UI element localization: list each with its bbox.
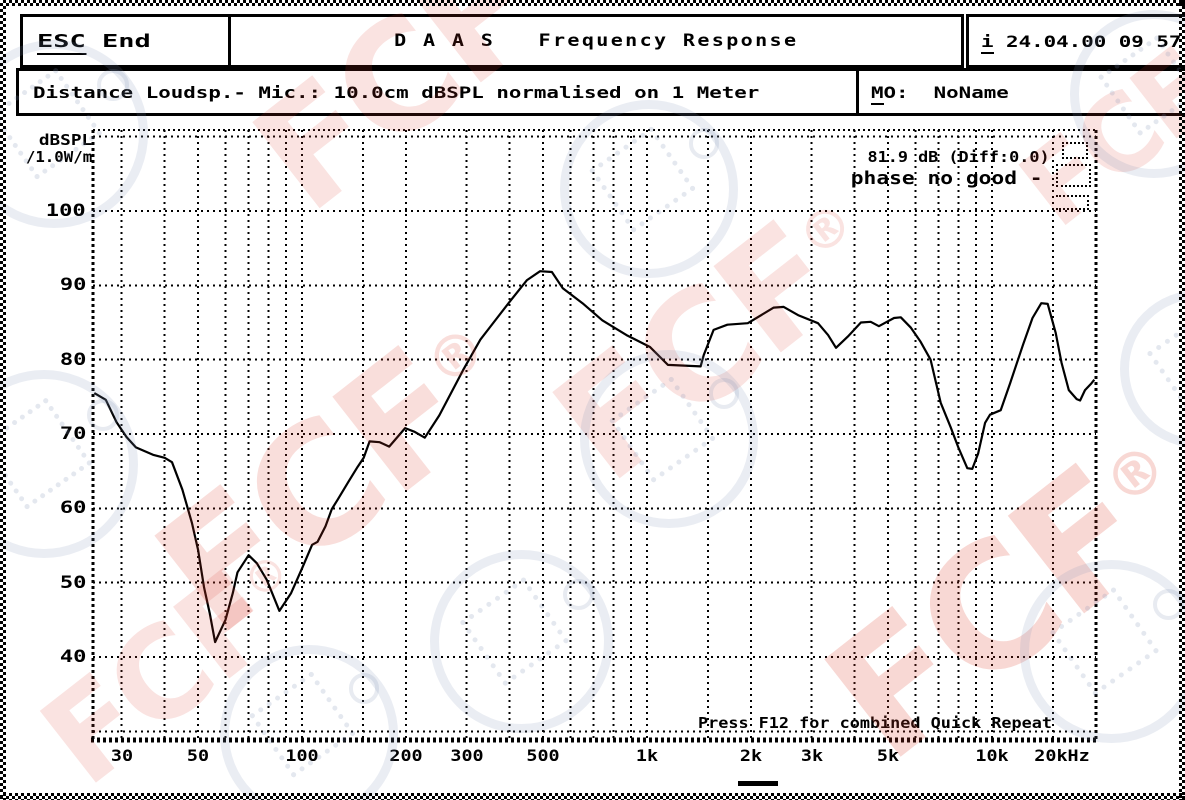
y-tick-label-80: 80	[59, 349, 86, 370]
y-tick-label-50: 50	[59, 572, 86, 593]
spl-legend-swatch	[1062, 142, 1088, 159]
mo-key-underlined: M	[871, 82, 884, 105]
measurement-description-box: Distance Loudsp.- Mic.: 10.0cm dBSPL nor…	[16, 68, 868, 116]
x-tick-label-5k: 5k	[877, 746, 900, 765]
x-tick-label-300: 300	[449, 746, 484, 765]
screen-frame-right	[1179, 0, 1185, 800]
y-axis-unit-label: dBSPL /1.0W/m	[25, 131, 92, 166]
spl-curve	[93, 270, 1096, 644]
measurement-description: Distance Loudsp.- Mic.: 10.0cm dBSPL nor…	[33, 82, 760, 102]
y-tick-label-90: 90	[59, 275, 86, 296]
memo-name-button[interactable]: MO: NoName	[856, 68, 1185, 116]
window-title-bar: D A A S Frequency Response	[228, 14, 964, 68]
x-tick-label-500: 500	[526, 746, 560, 765]
level-readout: 81.9 dB (Diff:0.0)	[867, 148, 1050, 166]
phase-legend-swatch	[1056, 164, 1091, 187]
x-tick-label-200: 200	[389, 746, 423, 765]
x-tick-label-20kHz: 20kHz	[1034, 746, 1090, 765]
screen-frame-top	[0, 0, 1185, 6]
x-tick-label-2k: 2k	[739, 746, 762, 765]
y-tick-label-100: 100	[46, 201, 86, 221]
esc-key-label: ESC	[37, 30, 86, 55]
esc-action-label: End	[85, 30, 151, 52]
x-tick-label-3k: 3k	[800, 746, 823, 765]
quick-repeat-hint: Press F12 for combined Quick Repeat	[698, 714, 1053, 732]
datetime-label: 24.04.00 09 57	[993, 31, 1182, 51]
phase-status-label: phase no good -	[851, 168, 1043, 189]
screen-frame-bottom	[0, 793, 1185, 800]
screen-frame-left	[0, 0, 6, 800]
x-tick-label-10k: 10k	[975, 746, 1009, 765]
mo-key-rest: O:	[883, 82, 909, 102]
info-datetime-button[interactable]: i 24.04.00 09 57	[966, 14, 1185, 68]
page-title: D A A S Frequency Response	[393, 31, 799, 51]
x-tick-label-30: 30	[110, 746, 133, 765]
y-tick-label-40: 40	[59, 646, 86, 667]
x-tick-label-1k: 1k	[635, 746, 659, 765]
legend-pattern	[1056, 195, 1089, 210]
cursor-marker[interactable]	[738, 781, 778, 786]
x-tick-label-100: 100	[285, 746, 319, 765]
mo-value: NoName	[908, 82, 1009, 102]
esc-end-button[interactable]: ESC End	[20, 14, 238, 68]
info-key-label: i	[981, 31, 994, 54]
y-tick-label-60: 60	[59, 498, 86, 519]
x-tick-label-50: 50	[187, 746, 210, 765]
y-tick-label-70: 70	[59, 423, 86, 444]
